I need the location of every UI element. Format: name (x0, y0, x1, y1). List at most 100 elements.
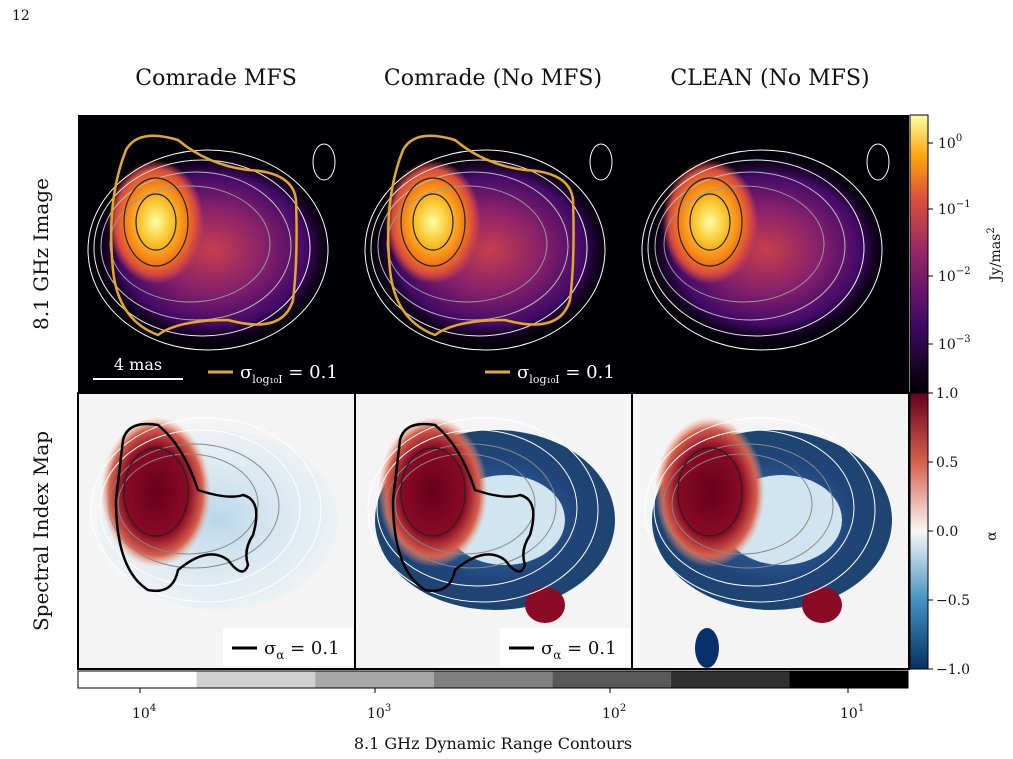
contour (644, 417, 876, 603)
contour (412, 193, 454, 251)
contour (370, 159, 588, 337)
contour (99, 429, 301, 587)
contour (123, 447, 189, 537)
tick-label: 10−1 (938, 199, 971, 218)
colorbar-label: Jy/mas2 (986, 227, 1004, 282)
contour-level (789, 671, 908, 688)
contour-level (552, 671, 671, 688)
page-number: 12 (12, 8, 30, 24)
contour (386, 185, 548, 303)
spectral-panel (78, 393, 355, 669)
tick-label: 101 (840, 703, 864, 722)
tick-label: −0.5 (936, 593, 970, 609)
contour-level (433, 671, 553, 688)
image-panel (632, 115, 909, 392)
contour (866, 143, 890, 181)
contour (108, 443, 280, 569)
contour (671, 453, 813, 555)
column-title: CLEAN (No MFS) (670, 66, 869, 91)
contour (662, 443, 834, 569)
tick-label: −1.0 (936, 662, 970, 678)
tick-base: 10 (602, 706, 620, 722)
colorbar-label: α (984, 531, 1000, 541)
contour-level (196, 671, 316, 688)
legend: σα = 0.1 σα = 0.1 (223, 628, 630, 666)
contour (689, 193, 731, 251)
contour (394, 453, 536, 555)
tick-label: 102 (602, 703, 626, 722)
contour-level (315, 671, 434, 688)
contour-level (670, 671, 790, 688)
contour (364, 149, 606, 351)
image-panel (78, 115, 355, 392)
alpha-region (802, 587, 842, 623)
contour (109, 185, 271, 303)
alpha-region (525, 587, 565, 623)
tick-label: 0.5 (936, 455, 958, 471)
tick-exponent: 4 (150, 703, 156, 714)
panels (77, 115, 910, 670)
tick-base: 10 (840, 706, 858, 722)
tick-base: 10 (938, 337, 956, 353)
contour (312, 143, 336, 181)
row-title: 8.1 GHz Image (29, 178, 53, 330)
row-title: Spectral Index Map (29, 431, 53, 631)
tick-base: 10 (367, 706, 385, 722)
image-panel (355, 115, 632, 392)
panel-frame (631, 392, 910, 670)
contour (400, 177, 466, 267)
column-title: Comrade (No MFS) (384, 66, 602, 91)
uncertainty-contour (391, 422, 535, 593)
contour-colorbar-label: 8.1 GHz Dynamic Range Contours (354, 734, 632, 753)
spectral-panel (632, 393, 909, 669)
legend-label: σlog₁₀I = 0.1 (240, 362, 338, 386)
contour (641, 149, 883, 351)
intensity-colorbar (909, 114, 929, 393)
contour (647, 159, 865, 337)
contour (93, 159, 311, 337)
contour (385, 443, 557, 569)
contour (117, 453, 259, 555)
tick-exponent: −3 (956, 334, 971, 345)
scale-bar-label: 4 mas (114, 355, 162, 374)
contour (100, 171, 292, 321)
alpha-region (655, 417, 765, 567)
legend-label: σα = 0.1 (264, 638, 340, 662)
tick-base: 10 (938, 269, 956, 285)
tick-exponent: −2 (956, 266, 971, 277)
tick-exponent: −1 (956, 199, 971, 210)
legend: σlog₁₀I = 0.1 σlog₁₀I = 0.1 (208, 362, 615, 386)
contour-colorbar: 104 103 102 101 (77, 670, 909, 722)
uncertainty-contour (109, 134, 298, 337)
legend-label: σlog₁₀I = 0.1 (517, 362, 615, 386)
tick-label: 10−3 (938, 334, 971, 353)
contour (376, 429, 578, 587)
contour (367, 417, 599, 603)
contour (663, 185, 825, 303)
tick-label: 0.0 (936, 524, 958, 540)
contour (654, 171, 846, 321)
contour (87, 149, 329, 351)
uncertainty-contour (386, 134, 575, 337)
contour (90, 417, 322, 603)
alpha-region (695, 628, 719, 668)
contour (123, 177, 189, 267)
column-title: Comrade MFS (135, 66, 297, 91)
tick-exponent: 3 (385, 703, 391, 714)
contour (135, 193, 177, 251)
tick-label: 103 (367, 703, 391, 722)
contour (677, 447, 743, 537)
tick-label: 104 (132, 703, 156, 722)
tick-label: 100 (938, 133, 962, 152)
tick-base: 10 (132, 706, 150, 722)
tick-exponent: 2 (620, 703, 626, 714)
tick-label: 10−2 (938, 266, 971, 285)
contour (377, 171, 569, 321)
contour-frame (77, 670, 909, 689)
tick-base: 10 (938, 202, 956, 218)
spectral-panel (355, 393, 632, 669)
tick-base: 10 (938, 136, 956, 152)
